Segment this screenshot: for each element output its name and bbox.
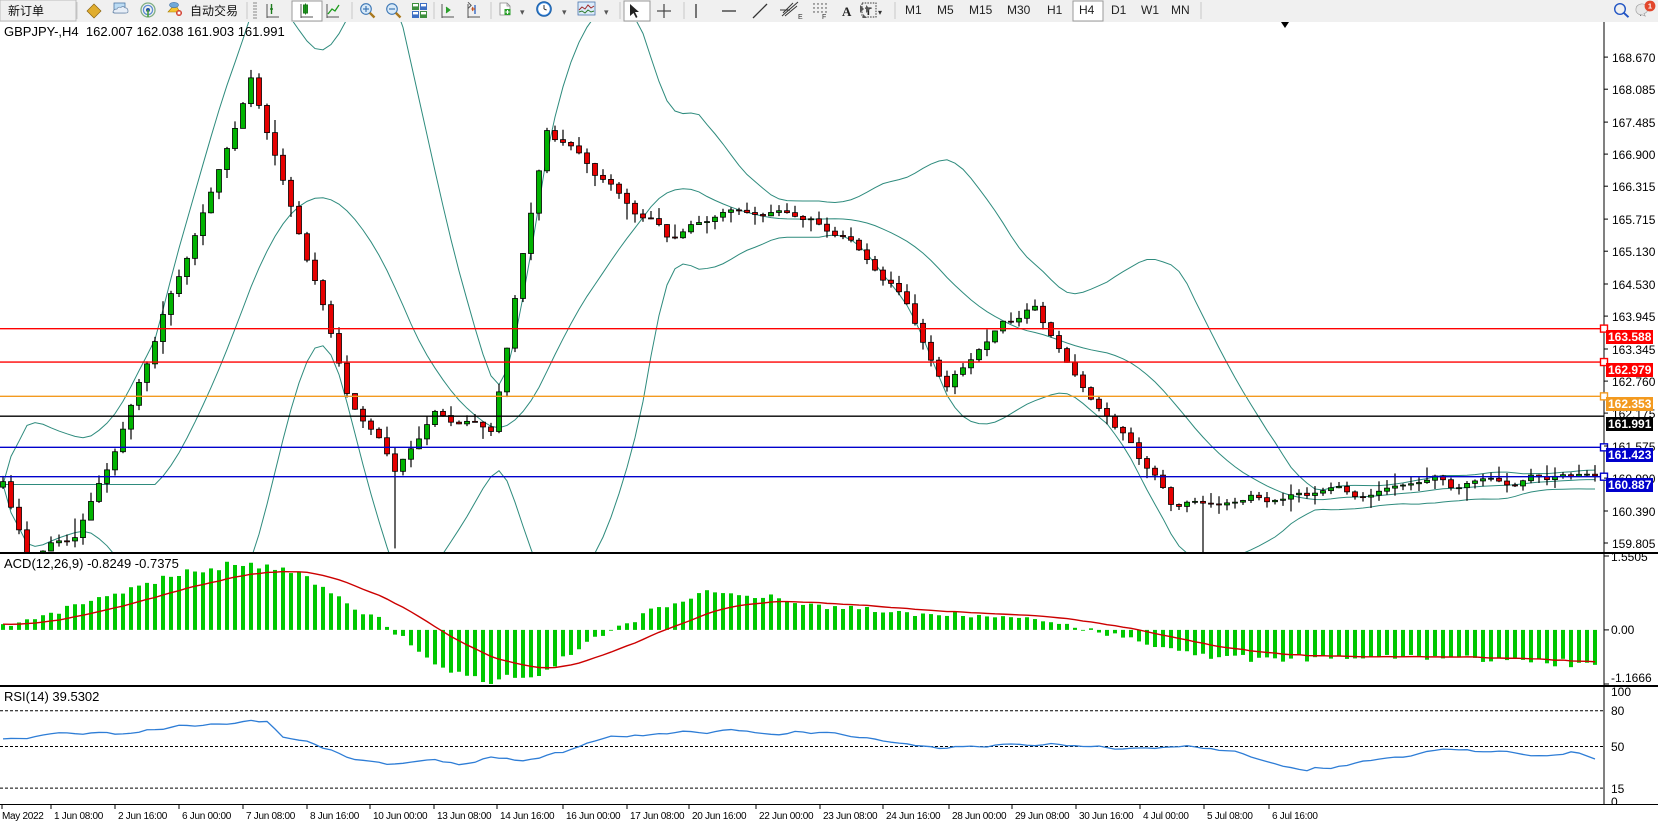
svg-text:M5: M5	[937, 3, 954, 17]
svg-text:W1: W1	[1141, 3, 1159, 17]
svg-text:▾: ▾	[520, 7, 525, 17]
svg-text:新订单: 新订单	[8, 3, 44, 18]
svg-text:A: A	[842, 4, 852, 19]
svg-text:E: E	[798, 14, 803, 21]
svg-text:MN: MN	[1171, 3, 1190, 17]
svg-text:自动交易: 自动交易	[190, 3, 238, 18]
svg-text:M30: M30	[1007, 3, 1031, 17]
svg-text:1: 1	[1648, 2, 1652, 11]
svg-text:H1: H1	[1047, 3, 1063, 17]
svg-text:H4: H4	[1079, 3, 1095, 17]
svg-text:M15: M15	[969, 3, 993, 17]
svg-text:M1: M1	[905, 3, 922, 17]
svg-text:▾: ▾	[878, 8, 882, 17]
svg-text:▾: ▾	[604, 7, 609, 17]
svg-text:▾: ▾	[562, 7, 567, 17]
svg-text:D1: D1	[1111, 3, 1127, 17]
svg-text:F: F	[822, 14, 826, 21]
